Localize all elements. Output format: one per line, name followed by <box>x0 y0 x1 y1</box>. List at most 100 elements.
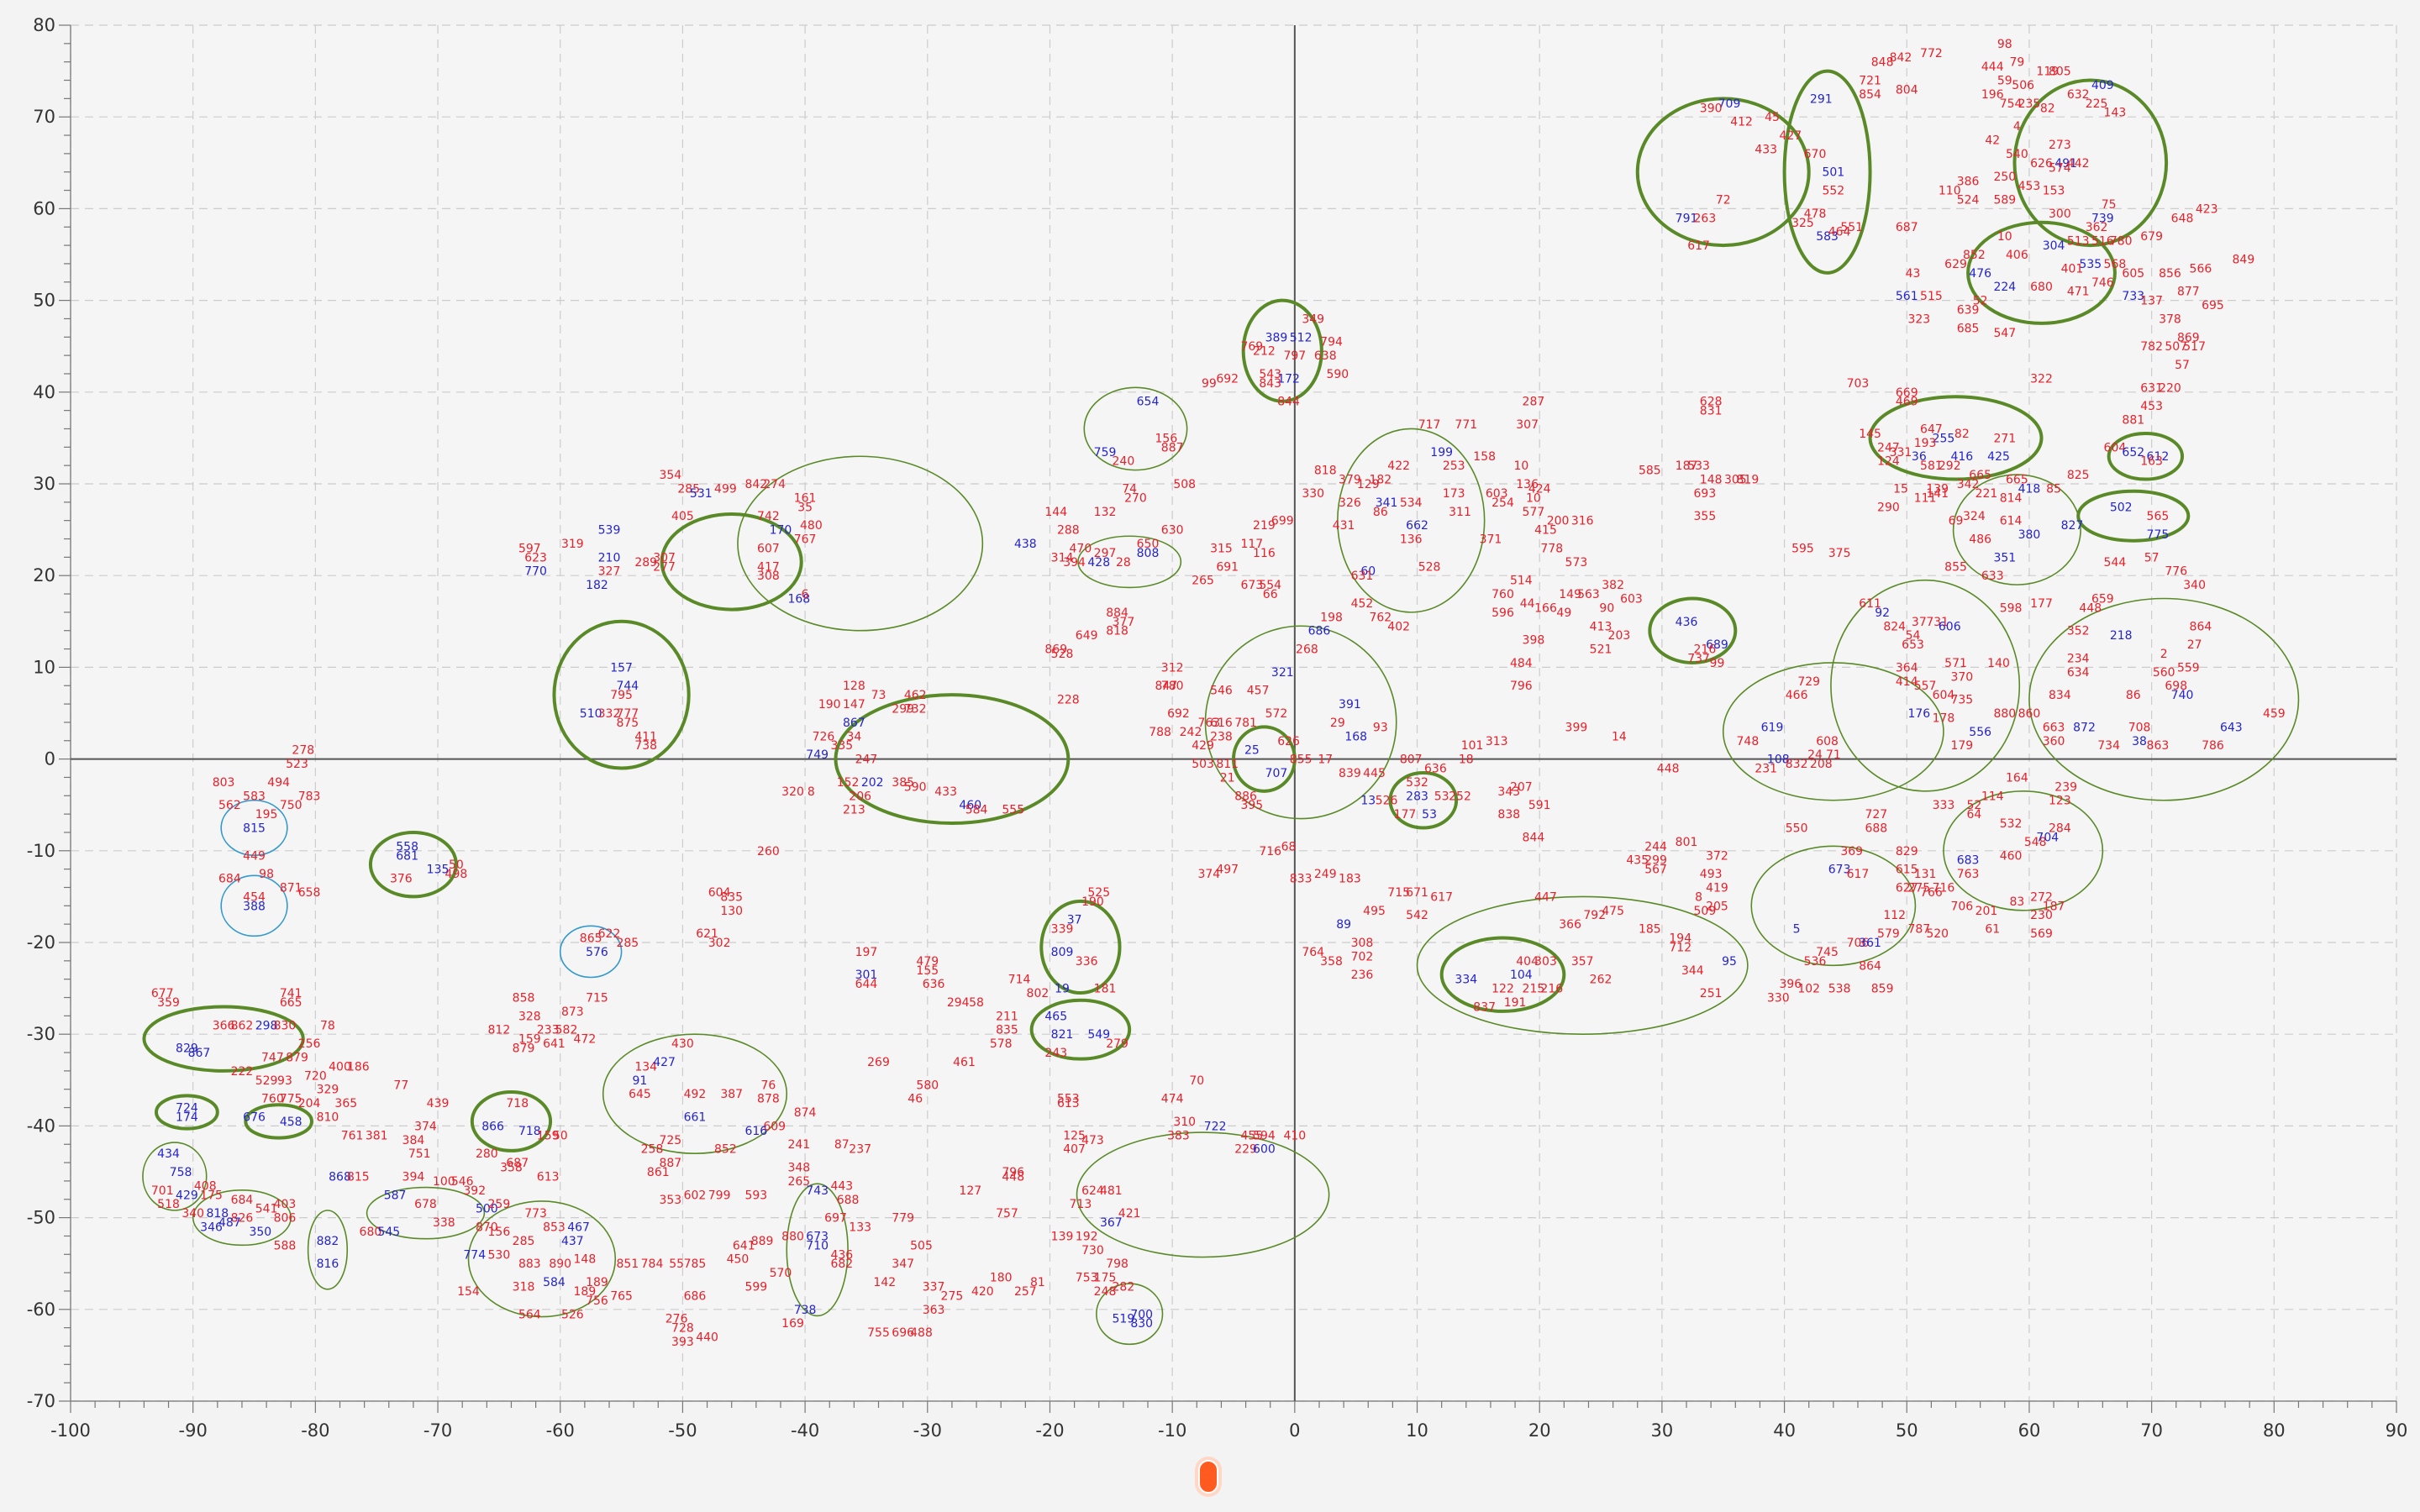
data-point-label: 773 <box>524 1207 547 1221</box>
data-point-label: 325 <box>1791 217 1814 230</box>
data-point-label: 818 <box>206 1207 229 1221</box>
data-point-label: 241 <box>787 1138 810 1152</box>
data-point-label: 824 <box>1883 620 1906 633</box>
data-point-label: 775 <box>280 1093 302 1106</box>
data-point-label: 509 <box>1694 905 1717 918</box>
data-point-label: 70 <box>1189 1074 1204 1088</box>
data-point-label: 163 <box>2140 455 2163 469</box>
data-point-label: 538 <box>1828 983 1851 996</box>
data-point-label: 493 <box>1700 868 1723 881</box>
data-point-label: 424 <box>1528 482 1551 496</box>
data-point-label: 662 <box>1406 519 1428 533</box>
data-point-label: 360 <box>2043 735 2065 748</box>
data-point-label: 665 <box>280 996 302 1010</box>
data-point-label: 277 <box>653 560 676 574</box>
data-point-label: 87 <box>834 1138 850 1152</box>
data-point-label: 403 <box>274 1198 297 1211</box>
data-point-label: 471 <box>2067 286 2090 299</box>
data-point-label: 442 <box>2067 157 2090 171</box>
data-point-label: 292 <box>1939 459 1961 473</box>
data-point-label: 684 <box>218 873 241 886</box>
data-point-label: 650 <box>1137 538 1160 551</box>
data-point-label: 807 <box>1400 753 1423 767</box>
data-point-label: 560 <box>2153 666 2175 680</box>
data-point-label: 93 <box>1373 721 1388 734</box>
data-point-label: 34 <box>846 730 861 743</box>
data-point-label: 358 <box>500 1162 523 1175</box>
data-point-label: 95 <box>1722 955 1737 969</box>
data-point-label: 299 <box>892 703 914 717</box>
data-point-label: 421 <box>1118 1207 1141 1221</box>
cluster-ring <box>2107 431 2185 481</box>
data-point-label: 199 <box>1430 446 1453 459</box>
data-point-label: 89 <box>1336 918 1351 932</box>
data-point-label: 376 <box>390 873 413 886</box>
data-point-label: 85 <box>2046 482 2061 496</box>
data-point-label: 680 <box>2030 281 2053 294</box>
cluster-ring <box>1076 1131 1330 1258</box>
data-point-label: 778 <box>1540 542 1563 555</box>
data-point-label: 552 <box>1822 185 1844 198</box>
data-point-label: 574 <box>2049 161 2071 175</box>
data-point-label: 408 <box>194 1179 217 1193</box>
data-point-label: 693 <box>1694 487 1717 501</box>
data-point-label: 449 <box>243 849 266 863</box>
cluster-ring <box>1830 579 2021 792</box>
data-point-label: 352 <box>2067 625 2090 638</box>
data-point-label: 780 <box>1161 680 1184 693</box>
data-point-label: 302 <box>708 937 731 950</box>
data-point-label: 168 <box>1344 730 1367 743</box>
cluster-ring <box>1635 97 1811 248</box>
data-point-label: 393 <box>671 1336 694 1349</box>
data-point-label: 886 <box>1234 790 1257 803</box>
cluster-ring <box>220 799 288 857</box>
x-tick-label: -90 <box>179 1420 208 1441</box>
data-point-label: 363 <box>923 1304 945 1317</box>
data-point-label: 486 <box>1969 533 1991 547</box>
data-point-label: 566 <box>2190 262 2212 276</box>
data-point-label: 673 <box>1828 864 1851 877</box>
data-point-label: 221 <box>1975 487 1998 501</box>
data-point-label: 429 <box>176 1189 198 1202</box>
data-point-label: 744 <box>616 680 639 693</box>
data-point-label: 82 <box>1954 428 1970 441</box>
data-point-label: 5 <box>1793 923 1801 937</box>
data-point-label: 648 <box>2171 212 2194 225</box>
data-point-label: 320 <box>781 785 804 799</box>
data-point-label: 829 <box>1896 845 1918 858</box>
data-point-label: 10 <box>1526 491 1541 505</box>
data-point-label: 50 <box>553 1129 568 1142</box>
data-point-label: 525 <box>1087 886 1110 900</box>
data-point-label: 265 <box>787 1175 810 1189</box>
data-point-label: 884 <box>1106 606 1128 620</box>
data-point-label: 73 <box>871 689 886 702</box>
x-tick-label: -70 <box>424 1420 452 1441</box>
data-point-label: 122 <box>1491 983 1514 996</box>
cluster-ring <box>1204 625 1397 820</box>
data-point-label: 262 <box>1590 974 1612 987</box>
data-point-label: 158 <box>1473 450 1496 464</box>
data-point-label: 434 <box>157 1147 180 1161</box>
plot-area <box>71 25 2396 1401</box>
data-point-label: 312 <box>1161 661 1184 675</box>
data-point-label: 687 <box>1896 221 1918 234</box>
data-point-label: 413 <box>1590 620 1612 633</box>
data-point-label: 686 <box>684 1289 707 1303</box>
data-point-label: 515 <box>1920 290 1943 303</box>
data-point-label: 369 <box>1840 845 1863 858</box>
data-point-label: 867 <box>188 1047 211 1060</box>
data-point-label: 712 <box>1669 941 1691 954</box>
data-point-label: 621 <box>696 927 718 941</box>
scroll-handle[interactable] <box>1198 1460 1218 1494</box>
cluster-ring <box>602 1033 788 1154</box>
data-point-label: 763 <box>1197 717 1220 730</box>
data-point-label: 172 <box>1277 372 1300 386</box>
data-point-label: 327 <box>598 565 621 579</box>
data-point-label: 732 <box>904 703 927 717</box>
data-point-label: 529 <box>255 1074 278 1088</box>
data-point-label: 68 <box>1281 840 1297 853</box>
cluster-ring <box>470 1089 553 1152</box>
data-point-label: 326 <box>1339 496 1361 510</box>
data-point-label: 810 <box>317 1110 339 1124</box>
data-point-label: 206 <box>849 790 871 803</box>
